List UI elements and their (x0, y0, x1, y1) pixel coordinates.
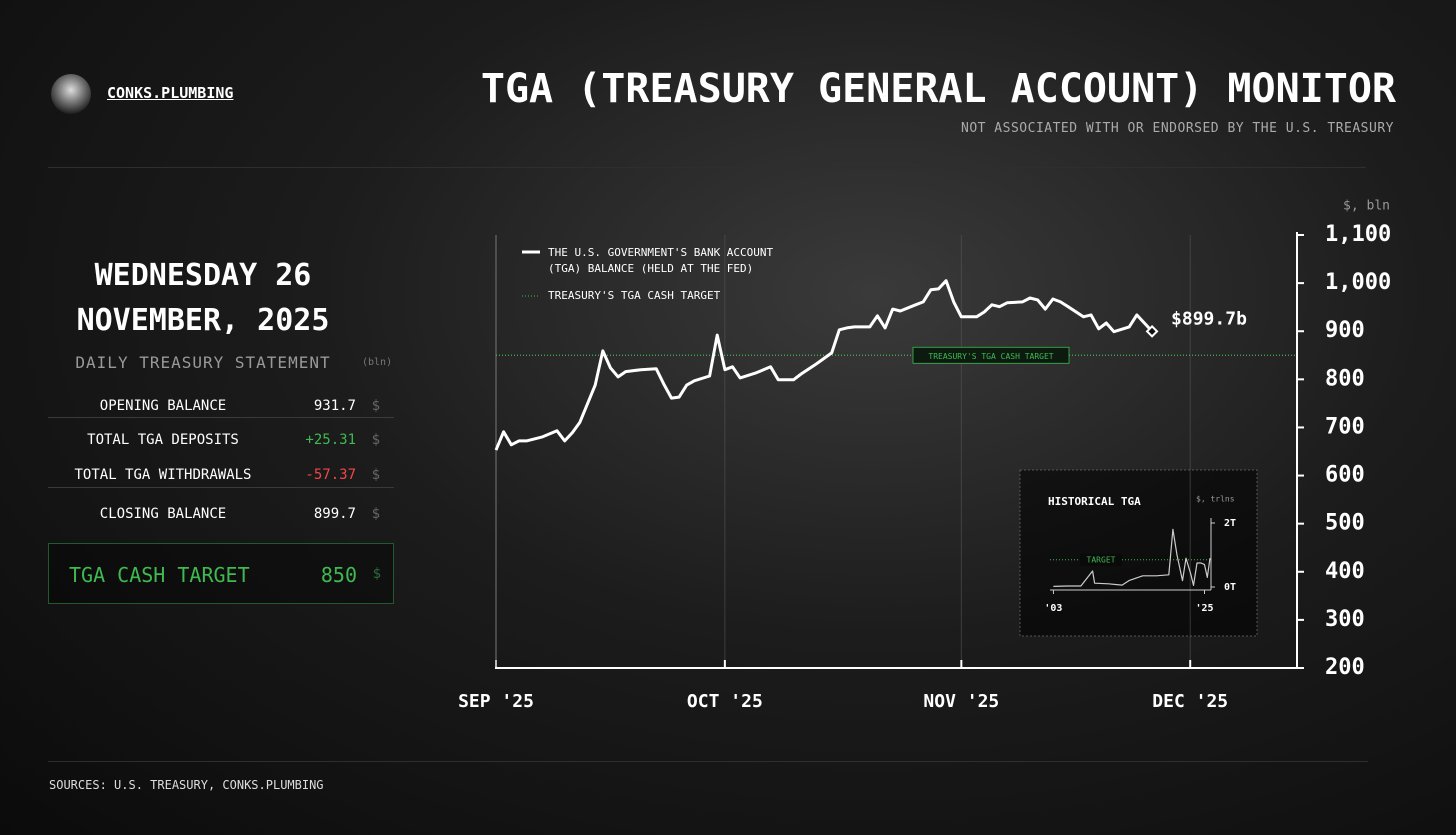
x-tick-label: NOV '25 (923, 691, 999, 712)
separator (48, 761, 1368, 762)
separator (48, 417, 394, 418)
row-value: -57.37 (305, 467, 356, 483)
target-box: TGA CASH TARGET 850 $ (48, 543, 394, 604)
brand-link[interactable]: CONKS.PLUMBING (107, 84, 234, 102)
legend-entry: THE U.S. GOVERNMENT'S BANK ACCOUNT (TGA)… (548, 246, 774, 275)
row-currency: $ (371, 467, 380, 483)
y-tick-label: 2T (1224, 518, 1236, 529)
separator (48, 167, 1366, 168)
inset-frame (1019, 469, 1258, 637)
data-line (494, 279, 1154, 451)
end-marker (1145, 324, 1159, 338)
row-currency: $ (371, 432, 380, 448)
y-tick-label: 300 (1325, 607, 1365, 632)
target-tag-bg (1080, 553, 1122, 566)
row-label: TOTAL TGA WITHDRAWALS (74, 467, 252, 483)
row-value: +25.31 (305, 432, 356, 448)
row-value: 931.7 (313, 398, 356, 414)
page-title: TGA (TREASURY GENERAL ACCOUNT) MONITOR (480, 66, 1396, 112)
target-value: 850 (320, 563, 357, 587)
y-unit: $, bln (1343, 199, 1390, 214)
statement-row: OPENING BALANCE 931.7 $ (48, 390, 394, 424)
row-currency: $ (371, 506, 380, 522)
y-tick-label: 800 (1325, 366, 1365, 391)
statement-unit: (bln) (362, 357, 393, 368)
y-tick-label: 700 (1325, 414, 1365, 439)
y-tick-label: 400 (1325, 559, 1365, 584)
y-tick-label: 1,100 (1325, 222, 1391, 247)
target-currency: $ (372, 566, 381, 582)
inset-y-unit: $, trlns (1196, 495, 1235, 504)
statement-row: CLOSING BALANCE 899.7 $ (48, 498, 394, 532)
row-currency: $ (371, 398, 380, 414)
statement-title: DAILY TREASURY STATEMENT (75, 353, 331, 372)
row-label: CLOSING BALANCE (99, 506, 227, 522)
separator (48, 487, 394, 488)
sources: SOURCES: U.S. TREASURY, CONKS.PLUMBING (49, 778, 324, 792)
x-tick-label: DEC '25 (1152, 691, 1228, 712)
target-tag (912, 346, 1070, 364)
row-label: OPENING BALANCE (99, 398, 227, 414)
target-tag-label: TREASURY'S TGA CASH TARGET (928, 352, 1053, 361)
x-tick-label: '25 (1195, 603, 1213, 614)
statement-row: TOTAL TGA DEPOSITS +25.31 $ (48, 424, 394, 458)
value-label: $899.7b (1171, 308, 1247, 329)
y-tick-label: 1,000 (1325, 270, 1391, 295)
logo (51, 74, 91, 114)
y-tick-label: 0T (1224, 582, 1236, 593)
y-tick-label: 200 (1325, 655, 1365, 680)
y-tick-label: 500 (1325, 511, 1365, 536)
x-tick-label: SEP '25 (458, 691, 534, 712)
y-tick-label: 900 (1325, 318, 1365, 343)
legend-entry: TREASURY'S TGA CASH TARGET (548, 289, 721, 302)
target-tag-label: TARGET (1087, 555, 1116, 564)
date-line: NOVEMBER, 2025 (76, 303, 330, 338)
statement-row: TOTAL TGA WITHDRAWALS -57.37 $ (48, 459, 394, 493)
inset-title: HISTORICAL TGA (1048, 495, 1141, 508)
target-label: TGA CASH TARGET (69, 563, 250, 587)
date-line: WEDNESDAY 26 (94, 258, 312, 293)
x-tick-label: '03 (1044, 603, 1062, 614)
subtitle: NOT ASSOCIATED WITH OR ENDORSED BY THE U… (961, 121, 1394, 136)
row-value: 899.7 (313, 506, 356, 522)
y-tick-label: 600 (1325, 463, 1365, 488)
data-line (1053, 528, 1211, 587)
x-tick-label: OCT '25 (687, 691, 763, 712)
row-label: TOTAL TGA DEPOSITS (87, 432, 239, 448)
